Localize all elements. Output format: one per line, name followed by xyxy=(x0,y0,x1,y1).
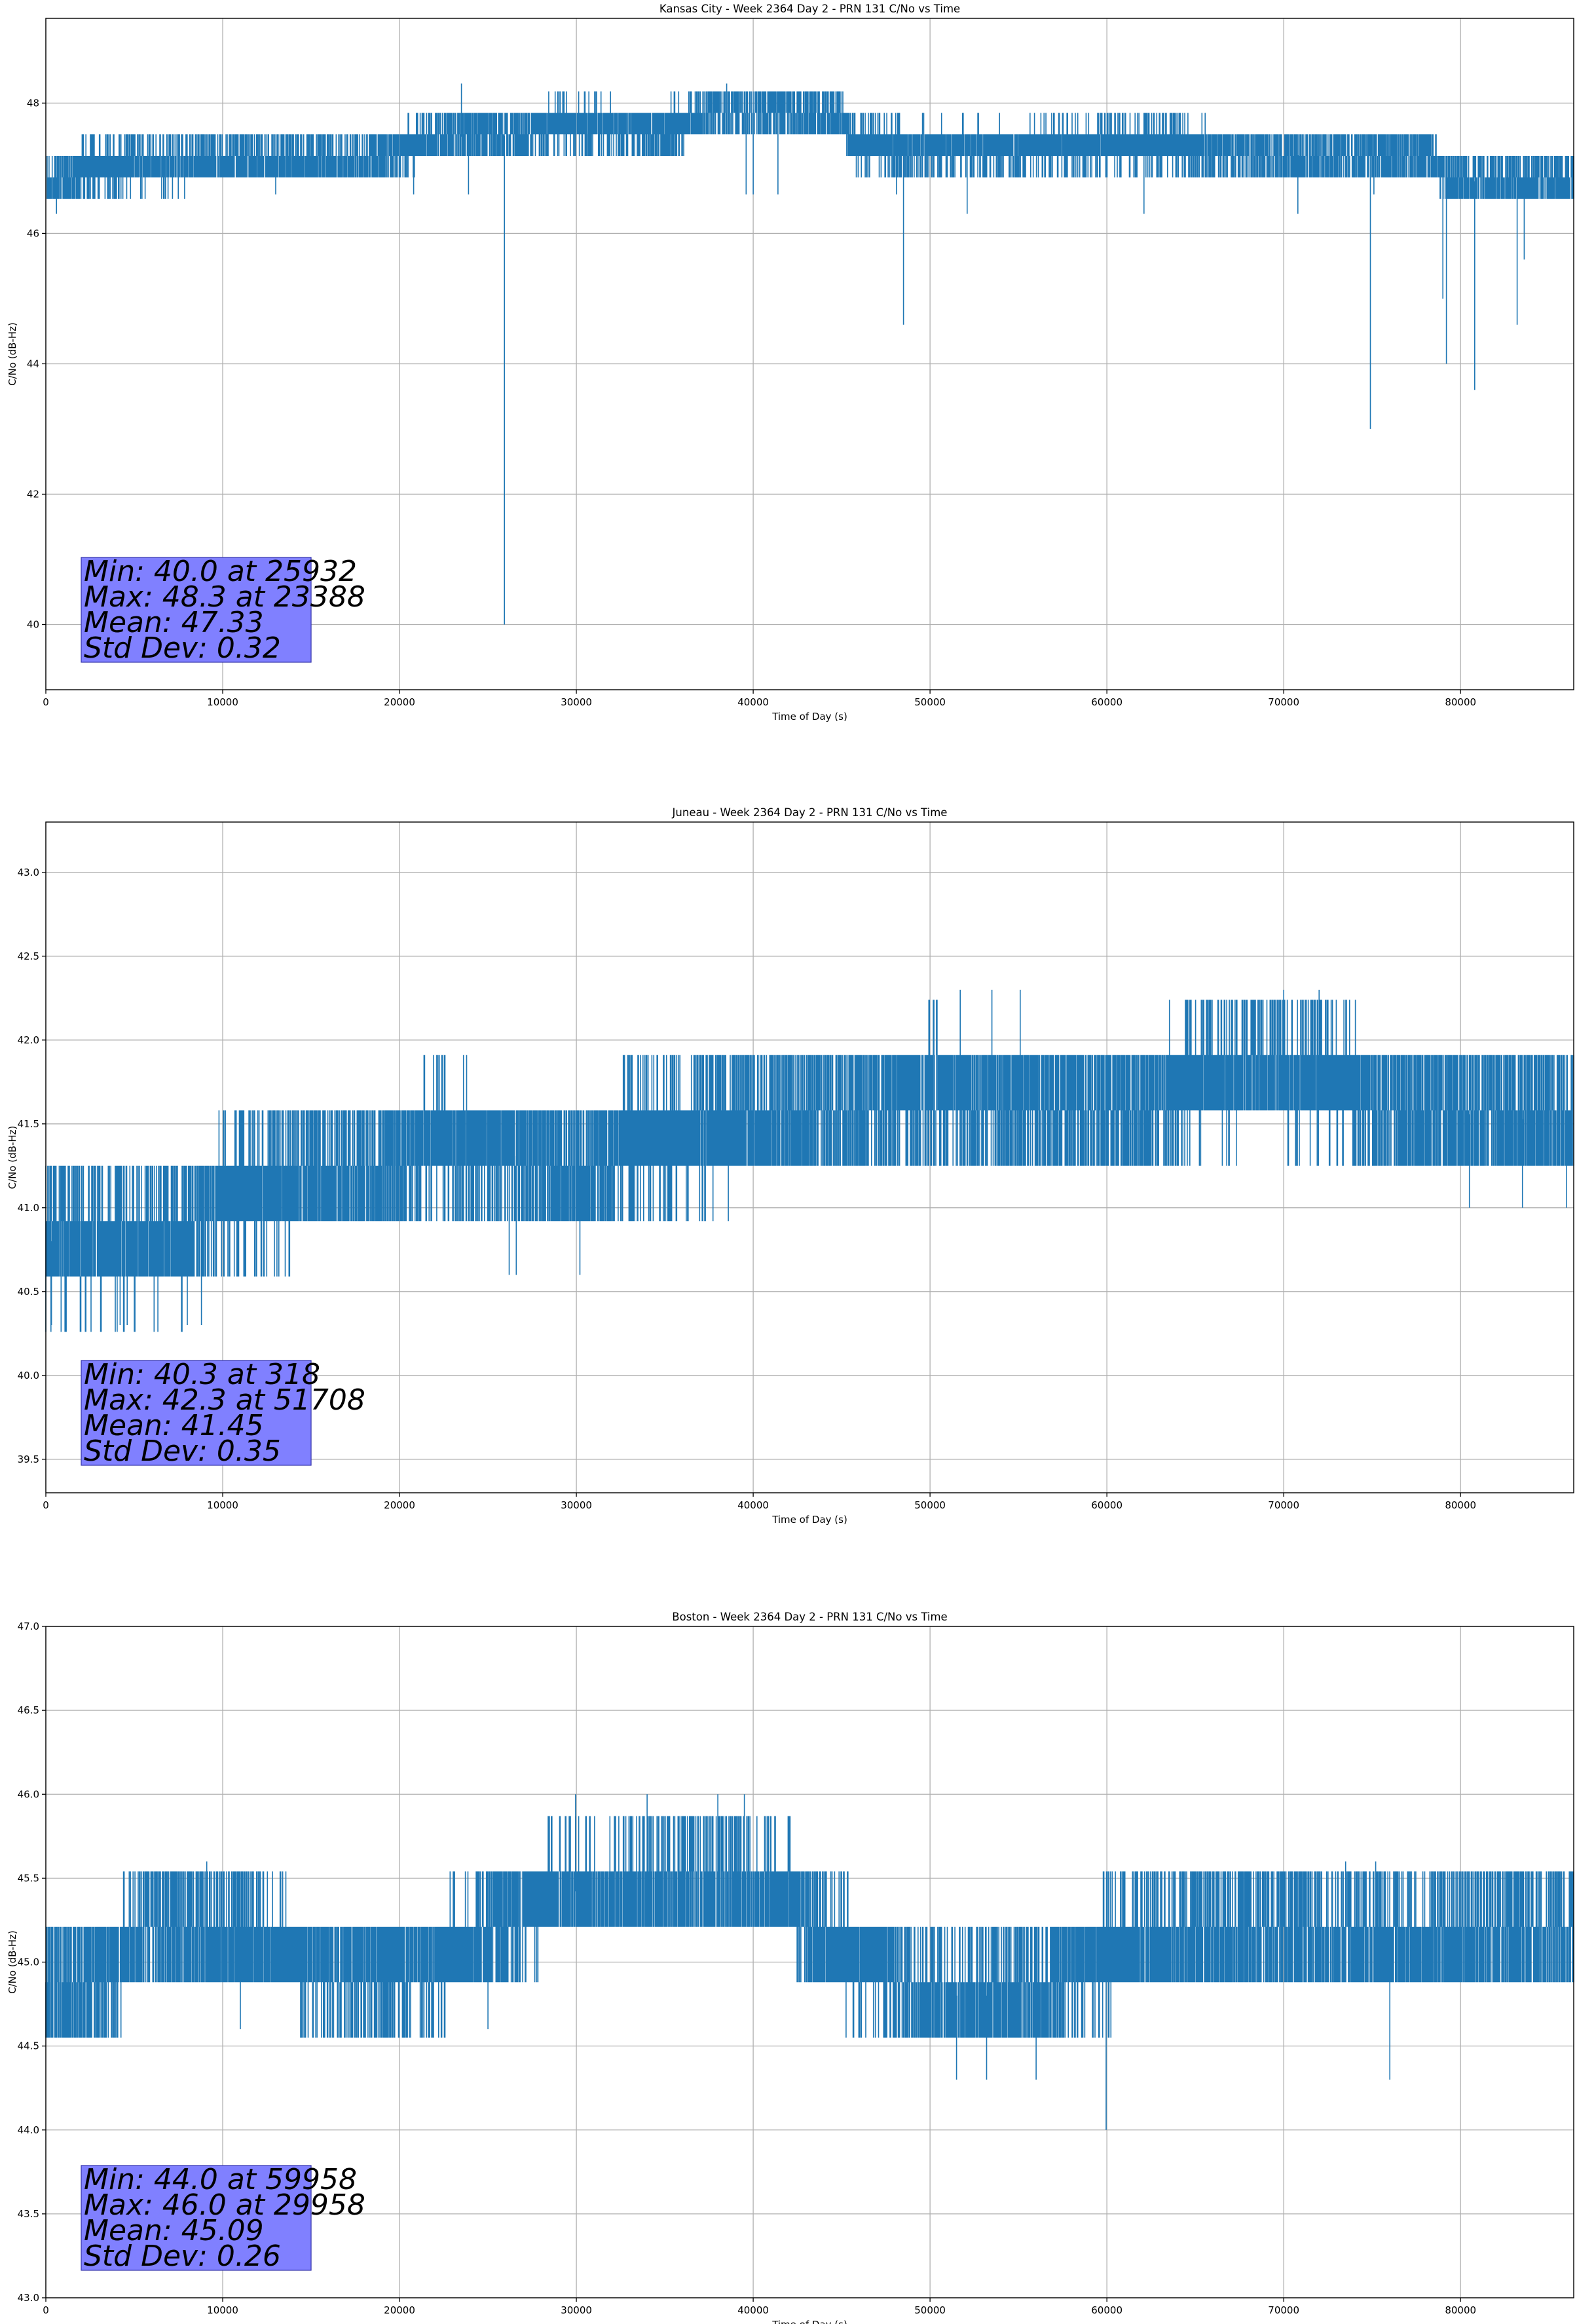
y-axis-label: C/No (dB-Hz) xyxy=(7,322,18,386)
y-tick-label: 44.5 xyxy=(18,2040,39,2052)
x-tick-label: 50000 xyxy=(914,2304,946,2316)
y-tick-label: 46 xyxy=(27,227,39,239)
x-tick-label: 0 xyxy=(43,2304,49,2316)
x-tick-label: 10000 xyxy=(207,1499,238,1511)
x-tick-label: 10000 xyxy=(207,2304,238,2316)
y-tick-label: 42 xyxy=(27,488,39,500)
stats-line3: Mean: 41.45 xyxy=(84,1409,264,1442)
x-tick-label: 60000 xyxy=(1091,696,1122,708)
y-tick-label: 40 xyxy=(27,618,39,630)
y-tick-label: 43.0 xyxy=(18,2292,39,2304)
plot-frame xyxy=(45,18,1574,690)
y-tick-label: 41.5 xyxy=(18,1118,39,1130)
y-axis-label: C/No (dB-Hz) xyxy=(7,1930,18,1994)
x-axis-label: Time of Day (s) xyxy=(771,1514,847,1526)
x-tick-label: 20000 xyxy=(384,1499,415,1511)
stats-line2: Max: 42.3 at 51708 xyxy=(84,1383,365,1417)
grid xyxy=(45,18,1574,690)
x-tick-label: 50000 xyxy=(914,696,946,708)
y-tick-label: 39.5 xyxy=(18,1453,39,1465)
chart-panel-3: 0 10000 20000 30000 40000 50000 60000 70000 8000… xyxy=(7,1611,1574,2324)
stats-box-background xyxy=(81,557,312,663)
x-tick-label: 20000 xyxy=(384,696,415,708)
y-tick-label: 48 xyxy=(27,97,39,109)
x-tick-label: 20000 xyxy=(384,2304,415,2316)
y-tick-label: 45.5 xyxy=(18,1872,39,1884)
stats-line4: Std Dev: 0.35 xyxy=(84,1434,281,1468)
x-tick-label: 70000 xyxy=(1268,696,1299,708)
x-tick-label: 10000 xyxy=(207,696,238,708)
chart-panel-1: 0 10000 20000 30000 40000 50000 60000 70000 8000… xyxy=(7,3,1574,722)
stats-box-background xyxy=(81,1360,312,1466)
y-tick-label: 43.5 xyxy=(18,2208,39,2220)
x-tick-label: 50000 xyxy=(914,1499,946,1511)
x-axis-label: Time of Day (s) xyxy=(771,2319,847,2324)
x-tick-label: 80000 xyxy=(1445,1499,1476,1511)
stats-box-background xyxy=(81,2165,312,2271)
y-tick-label: 44 xyxy=(27,358,39,369)
stats-line2: Max: 46.0 at 29958 xyxy=(84,2188,365,2222)
x-tick-label: 30000 xyxy=(561,2304,592,2316)
x-tick-label: 60000 xyxy=(1091,2304,1122,2316)
y-tick-label: 44.0 xyxy=(18,2124,39,2136)
y-tick-label: 40.5 xyxy=(18,1286,39,1298)
x-tick-label: 70000 xyxy=(1268,2304,1299,2316)
y-tick-label: 46.0 xyxy=(18,1788,39,1800)
x-tick-label: 70000 xyxy=(1268,1499,1299,1511)
stats-line4: Std Dev: 0.26 xyxy=(84,2240,281,2273)
y-tick-label: 47.0 xyxy=(18,1621,39,1632)
x-tick-label: 40000 xyxy=(737,2304,769,2316)
x-tick-label: 40000 xyxy=(737,696,769,708)
chart-title: Juneau - Week 2364 Day 2 - PRN 131 C/No … xyxy=(672,806,948,819)
chart-title: Kansas City - Week 2364 Day 2 - PRN 131 … xyxy=(659,3,960,15)
chart-panel-2: 0 10000 20000 30000 40000 50000 60000 70000 8000… xyxy=(7,806,1574,1526)
stats-line1: Min: 40.0 at 25932 xyxy=(84,555,357,588)
stats-line1: Min: 40.3 at 318 xyxy=(84,1358,320,1391)
x-tick-label: 0 xyxy=(43,696,49,708)
x-tick-label: 30000 xyxy=(561,696,592,708)
y-tick-label: 46.5 xyxy=(18,1704,39,1716)
y-tick-label: 43.0 xyxy=(18,867,39,878)
x-axis-label: Time of Day (s) xyxy=(771,711,847,722)
stats-line1: Min: 44.0 at 59958 xyxy=(84,2163,357,2196)
stats-line3: Mean: 45.09 xyxy=(84,2214,264,2247)
x-tick-label: 30000 xyxy=(561,1499,592,1511)
y-tick-label: 41.0 xyxy=(18,1202,39,1214)
y-tick-label: 42.5 xyxy=(18,950,39,962)
x-tick-label: 0 xyxy=(43,1499,49,1511)
y-tick-label: 42.0 xyxy=(18,1034,39,1046)
x-tick-label: 80000 xyxy=(1445,2304,1476,2316)
y-axis-label: C/No (dB-Hz) xyxy=(7,1126,18,1190)
x-tick-label: 80000 xyxy=(1445,696,1476,708)
stats-line4: Std Dev: 0.32 xyxy=(84,631,281,665)
chart-title: Boston - Week 2364 Day 2 - PRN 131 C/No … xyxy=(672,1611,947,1623)
stats-line2: Max: 48.3 at 23388 xyxy=(84,580,365,614)
y-tick-label: 45.0 xyxy=(18,1957,39,1968)
plot-frame xyxy=(45,821,1574,1493)
y-tick-label: 40.0 xyxy=(18,1370,39,1381)
x-tick-label: 60000 xyxy=(1091,1499,1122,1511)
x-tick-label: 40000 xyxy=(737,1499,769,1511)
stats-line3: Mean: 47.33 xyxy=(84,606,264,639)
